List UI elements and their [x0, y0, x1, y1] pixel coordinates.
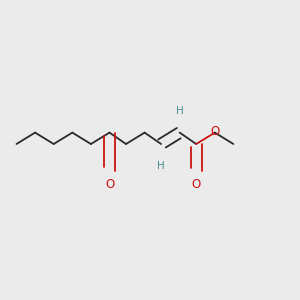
Text: O: O: [192, 178, 201, 191]
Text: H: H: [157, 160, 165, 171]
Text: O: O: [105, 178, 114, 191]
Text: O: O: [210, 125, 219, 139]
Text: H: H: [176, 106, 184, 116]
